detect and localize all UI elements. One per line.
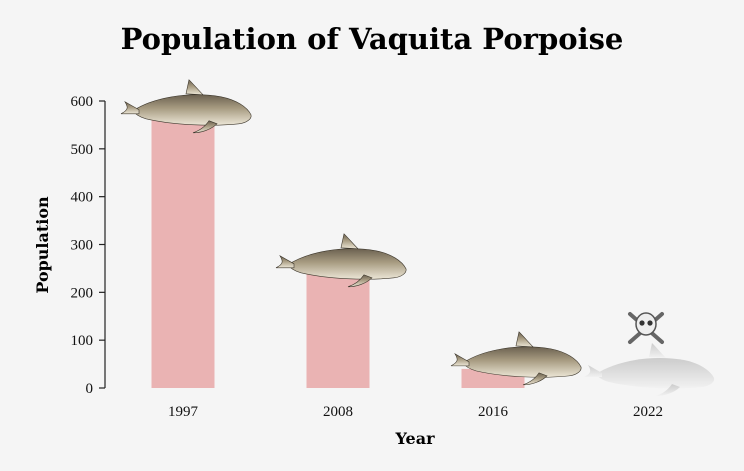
bar-1997 xyxy=(151,116,215,388)
y-tick-label: 200 xyxy=(71,285,94,301)
x-tick-label: 1997 xyxy=(168,404,199,420)
y-tick-label: 500 xyxy=(71,142,94,158)
y-tick-label: 300 xyxy=(71,238,94,254)
x-axis-label: Year xyxy=(394,429,435,448)
faded-porpoise-marker xyxy=(584,343,715,396)
bar-2008 xyxy=(306,270,370,388)
x-tick-label: 2008 xyxy=(323,404,353,420)
axes-layer xyxy=(99,100,106,389)
y-axis-label: Population xyxy=(33,196,52,294)
y-tick-label: 100 xyxy=(71,333,94,349)
labels-layer: Population of Vaquita Porpoise Year Popu… xyxy=(33,22,663,448)
y-tick-label: 600 xyxy=(71,94,94,110)
faded-porpoise-icon xyxy=(584,343,715,396)
x-tick-label: 2016 xyxy=(478,404,509,420)
markers-layer xyxy=(120,79,715,396)
y-tick-label: 400 xyxy=(71,190,94,206)
x-tick-label: 2022 xyxy=(633,404,663,420)
bars-layer xyxy=(151,116,525,388)
chart-title: Population of Vaquita Porpoise xyxy=(121,22,624,56)
skull-crossbones-icon xyxy=(628,312,664,344)
y-tick-label: 0 xyxy=(86,381,94,397)
